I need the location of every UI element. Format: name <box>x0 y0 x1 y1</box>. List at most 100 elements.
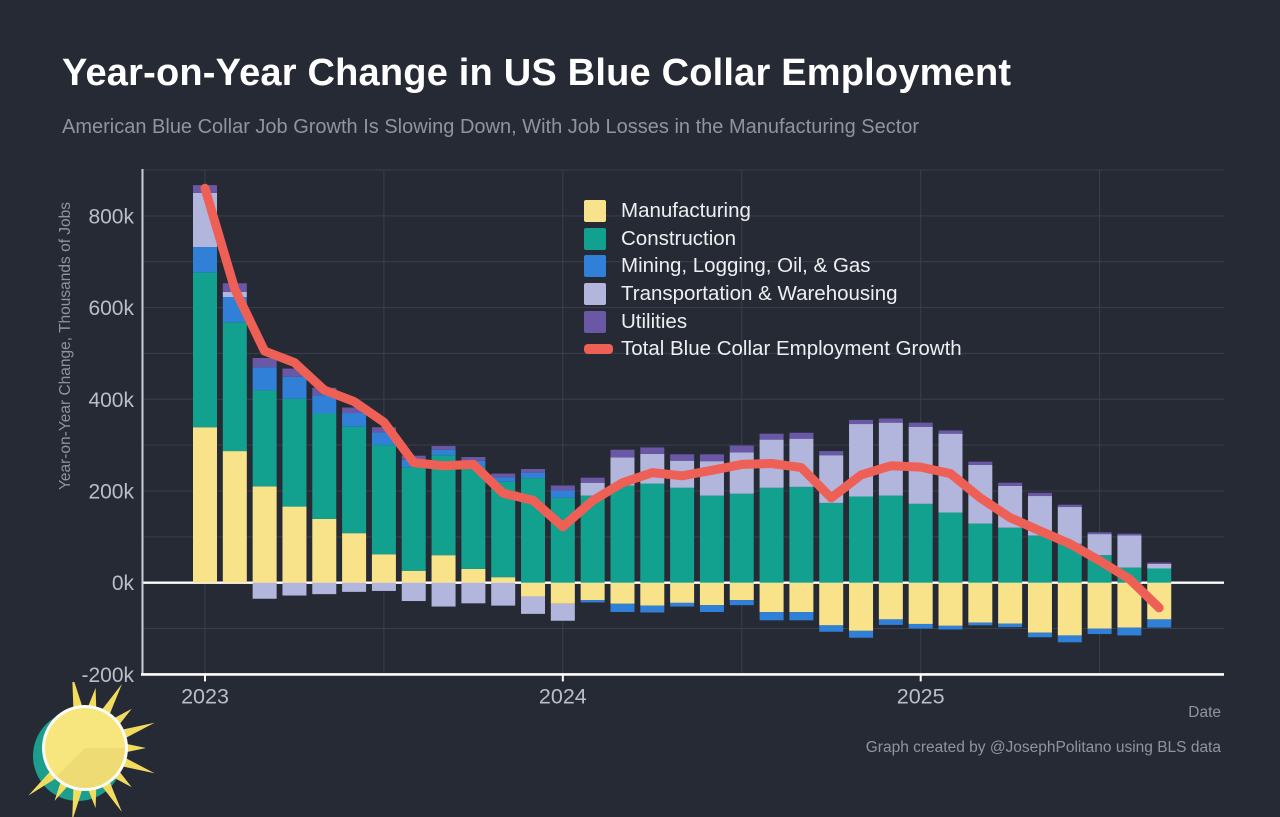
bar-segment <box>1087 534 1112 556</box>
bar-segment <box>819 582 844 626</box>
bar-segment <box>550 485 575 491</box>
bar-segment <box>670 454 695 461</box>
bar-group <box>431 446 456 607</box>
bar-segment <box>640 483 665 583</box>
bar-segment <box>431 449 456 456</box>
bar-segment <box>521 596 546 614</box>
bar-segment <box>550 490 575 498</box>
page-title: Year-on-Year Change in US Blue Collar Em… <box>62 52 1012 94</box>
bar-segment <box>968 461 993 465</box>
bar-segment <box>491 473 516 478</box>
bar-segment <box>342 407 367 414</box>
transportation-swatch-icon <box>584 282 606 305</box>
bar-segment <box>908 503 933 583</box>
bar-segment <box>968 523 993 583</box>
bar-group <box>282 368 307 596</box>
y-tick-label: 0k <box>112 572 135 595</box>
bar-segment <box>670 582 695 603</box>
bar-segment <box>1057 582 1082 636</box>
total-line <box>200 183 1164 613</box>
bar-segment <box>580 582 605 601</box>
bar-segment <box>1057 504 1082 508</box>
bar-segment <box>849 582 874 631</box>
legend-label: Transportation & Warehousing <box>621 281 898 305</box>
construction-swatch-icon <box>584 227 606 250</box>
bar-group <box>193 185 217 583</box>
bar-group <box>998 482 1023 628</box>
legend-label: Mining, Logging, Oil, & Gas <box>621 254 871 278</box>
y-tick-label: 400k <box>88 389 134 412</box>
bar-segment <box>1117 533 1142 536</box>
bar-segment <box>938 430 963 434</box>
bar-group <box>252 358 277 599</box>
bar-segment <box>849 630 874 638</box>
bar-group <box>550 485 575 621</box>
x-tick-label: 2023 <box>181 684 229 708</box>
bar-segment <box>699 582 724 606</box>
bar-segment <box>878 582 903 620</box>
bar-segment <box>729 582 754 601</box>
bar-segment <box>998 582 1023 624</box>
x-axis-title: Date <box>1188 704 1221 721</box>
bar-group <box>968 461 993 626</box>
bar-segment <box>819 502 844 583</box>
bar-segment <box>550 603 575 621</box>
sun-logo <box>28 682 155 817</box>
bar-segment <box>431 555 456 583</box>
bar-segment <box>908 582 933 624</box>
bar-segment <box>282 398 307 507</box>
legend-item-total-line: Total Blue Collar Employment Growth <box>584 335 962 363</box>
bar-segment <box>282 582 307 596</box>
y-tick-label: 600k <box>88 297 134 320</box>
legend-label: Utilities <box>621 309 688 333</box>
bar-segment <box>550 582 575 604</box>
legend-item-transportation: Transportation & Warehousing <box>584 280 962 308</box>
bar-segment <box>222 451 247 583</box>
bar-segment <box>521 472 546 479</box>
bar-segment <box>312 518 337 583</box>
bar-group <box>670 454 695 607</box>
bar-segment <box>342 426 367 534</box>
bar-segment <box>640 605 665 613</box>
bar-segment <box>193 427 217 583</box>
bar-segment <box>849 419 874 425</box>
bar-segment <box>461 582 486 604</box>
bar-group <box>1057 504 1082 643</box>
bar-segment <box>461 466 486 569</box>
bar-segment <box>1027 582 1052 633</box>
bar-segment <box>491 577 516 583</box>
bar-segment <box>1087 582 1112 629</box>
bar-segment <box>789 432 814 439</box>
legend-item-utilities: Utilities <box>584 308 962 336</box>
bar-segment <box>729 493 754 583</box>
bar-segment <box>1027 492 1052 497</box>
bar-segment <box>759 612 784 621</box>
bar-group <box>1147 562 1172 628</box>
bar-segment <box>670 487 695 583</box>
bar-segment <box>342 413 367 427</box>
bar-segment <box>998 527 1023 583</box>
bar-segment <box>521 468 546 473</box>
legend-label: Total Blue Collar Employment Growth <box>621 337 962 361</box>
bar-segment <box>1087 532 1112 535</box>
bar-group <box>371 427 396 591</box>
bar-segment <box>908 422 933 427</box>
bar-group <box>789 432 814 621</box>
bar-group <box>908 422 933 629</box>
bar-segment <box>282 506 307 583</box>
bar-group <box>759 433 784 621</box>
bar-segment <box>938 625 963 630</box>
bar-segment <box>401 570 426 583</box>
bar-segment <box>729 600 754 606</box>
bar-segment <box>729 445 754 453</box>
legend-item-construction: Construction <box>584 225 962 253</box>
bar-segment <box>610 603 635 613</box>
bar-segment <box>998 623 1023 628</box>
bar-segment <box>312 582 337 595</box>
bar-segment <box>461 568 486 583</box>
bar-segment <box>312 395 337 414</box>
bar-segment <box>1147 568 1172 583</box>
bar-segment <box>371 445 396 555</box>
bar-segment <box>878 422 903 496</box>
bar-group <box>312 387 337 595</box>
